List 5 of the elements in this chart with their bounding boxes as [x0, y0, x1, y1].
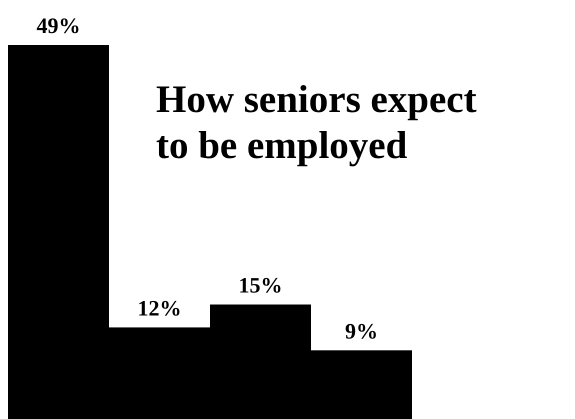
data-label: 49%: [36, 13, 80, 38]
data-label: 15%: [238, 272, 282, 298]
data-label: 12%: [138, 295, 182, 320]
data-label: 9%: [345, 318, 378, 344]
text: How seniors expect to be employed: [156, 78, 477, 167]
